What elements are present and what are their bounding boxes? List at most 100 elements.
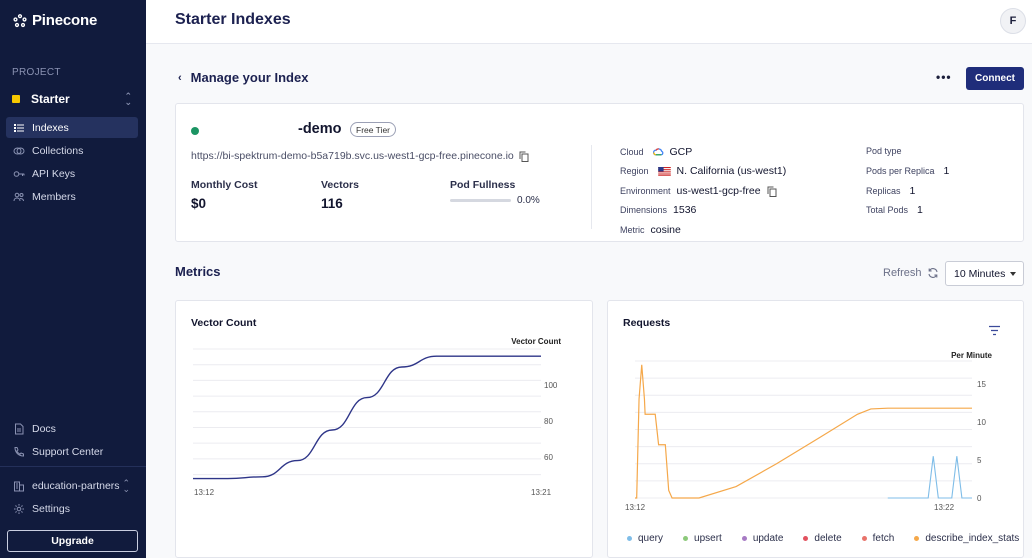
pinecone-logo-icon	[13, 13, 27, 27]
monthly-cost-label: Monthly Cost	[191, 179, 258, 191]
pods-per-replica-row: Pods per Replica 1	[866, 165, 949, 177]
vectors-value: 116	[321, 196, 343, 211]
replicas-row: Replicas 1	[866, 185, 915, 197]
sidebar-item-members[interactable]: Members	[6, 186, 138, 207]
legend-label: fetch	[872, 533, 895, 544]
more-options-button[interactable]: •••	[936, 70, 952, 84]
back-link[interactable]: ‹ Manage your Index	[178, 70, 308, 85]
dimensions-label: Dimensions	[620, 205, 668, 215]
avatar[interactable]: F	[1000, 8, 1026, 34]
key-icon	[13, 168, 25, 180]
sidebar-item-docs[interactable]: Docs	[6, 418, 138, 439]
vector-count-chart: 60 80 100 Vector Count 13:12 13:21	[192, 337, 561, 497]
sidebar-item-api-keys[interactable]: API Keys	[6, 163, 138, 184]
query-line	[887, 456, 972, 499]
org-selector[interactable]: education-partners ⌃ ⌄	[6, 475, 138, 496]
vector-count-line	[192, 355, 541, 480]
dimensions-row: Dimensions 1536	[620, 204, 696, 216]
copy-icon[interactable]	[767, 186, 777, 197]
pod-fullness-meter: 0.0%	[450, 195, 540, 206]
sidebar-item-indexes[interactable]: Indexes	[6, 117, 138, 138]
status-indicator	[191, 127, 199, 135]
legend-item-update[interactable]: update	[741, 533, 784, 544]
legend-item-delete[interactable]: delete	[803, 533, 842, 544]
replicas-value: 1	[909, 185, 916, 197]
vectors-label: Vectors	[321, 179, 359, 191]
y-axis-title: Per Minute	[951, 351, 992, 360]
sidebar-item-collections[interactable]: Collections	[6, 140, 138, 161]
pinecone-logo[interactable]: Pinecone	[13, 12, 97, 29]
pod-fullness-stat: Pod Fullness	[450, 179, 515, 191]
us-flag-icon	[657, 166, 671, 176]
section-title: Manage your Index	[190, 70, 309, 85]
page-title: Starter Indexes	[175, 11, 291, 28]
region-label: Region	[620, 166, 649, 176]
index-url-text[interactable]: https://bi-spektrum-demo-b5a719b.svc.us-…	[191, 150, 514, 162]
tier-badge: Free Tier	[350, 122, 397, 137]
cloud-value: GCP	[669, 146, 693, 158]
requests-card: Requests 0 5 10 15 Per Minute 13:12 13:22 quer…	[607, 300, 1024, 558]
filter-icon[interactable]	[988, 325, 1001, 336]
refresh-button[interactable]: Refresh	[883, 267, 939, 279]
collections-icon	[13, 145, 25, 157]
legend-swatch	[914, 536, 920, 541]
legend-swatch	[627, 536, 632, 541]
x-tick-label: 13:12	[625, 503, 646, 512]
x-tick-label: 13:21	[531, 488, 552, 497]
sidebar-item-support[interactable]: Support Center	[6, 441, 138, 462]
legend-item-query[interactable]: query	[627, 533, 663, 544]
sidebar-item-label: Settings	[32, 502, 70, 515]
index-name: -demo	[298, 121, 342, 137]
metric-row: Metric cosine	[620, 224, 681, 236]
metric-label: Metric	[620, 225, 645, 235]
chevron-updown-icon: ⌃ ⌄	[122, 477, 130, 494]
legend-swatch	[741, 536, 747, 541]
pod-fullness-value: 0.0%	[517, 195, 540, 206]
gcp-icon	[652, 147, 663, 155]
legend-item-upsert[interactable]: upsert	[683, 533, 722, 544]
vector-count-card: Vector Count 60 80 100 Vector Count 13:12 13:…	[175, 300, 593, 558]
legend-label: describe_index_stats	[925, 533, 1020, 544]
sidebar-item-label: Members	[32, 190, 76, 203]
sidebar: Pinecone PROJECT Starter ⌃ ⌄ Indexes Coll…	[0, 0, 146, 558]
replicas-label: Replicas	[866, 186, 901, 196]
project-selector[interactable]: Starter ⌃ ⌄	[12, 91, 132, 107]
pod-type-row: Pod type	[866, 146, 908, 156]
legend-item-fetch[interactable]: fetch	[861, 533, 895, 544]
total-pods-label: Total Pods	[866, 205, 909, 215]
time-range-select[interactable]: 10 Minutes	[945, 261, 1024, 286]
chevron-updown-icon: ⌃ ⌄	[124, 91, 132, 107]
upgrade-button[interactable]: Upgrade	[7, 530, 138, 552]
connect-button[interactable]: Connect	[966, 67, 1024, 90]
gear-icon	[13, 503, 25, 515]
sidebar-item-label: Indexes	[32, 121, 69, 134]
legend-label: update	[752, 533, 784, 544]
y-tick-label: 15	[977, 380, 986, 389]
pod-type-label: Pod type	[866, 146, 902, 156]
metric-value: cosine	[650, 224, 681, 236]
pod-fullness-bar	[450, 199, 511, 202]
environment-label: Environment	[620, 186, 671, 196]
monthly-cost-value: $0	[191, 196, 207, 211]
cloud-label: Cloud	[620, 147, 644, 157]
legend-swatch	[683, 536, 689, 541]
pods-per-replica-label: Pods per Replica	[866, 166, 935, 176]
sidebar-item-label: API Keys	[32, 167, 76, 180]
total-pods-value: 1	[917, 204, 923, 216]
requests-chart: 0 5 10 15 Per Minute 13:12 13:22	[625, 351, 993, 512]
sidebar-item-settings[interactable]: Settings	[6, 498, 138, 519]
sidebar-item-label: Collections	[32, 144, 84, 157]
cloud-row: Cloud GCP	[620, 146, 692, 158]
top-bar: Starter Indexes F	[146, 0, 1032, 44]
monthly-cost-stat: Monthly Cost $0	[191, 179, 258, 211]
legend-item-describe-index-stats[interactable]: describe_index_stats	[914, 533, 1019, 544]
sidebar-divider	[0, 466, 146, 467]
y-tick-label: 100	[544, 381, 558, 390]
y-tick-label: 5	[977, 456, 982, 465]
describe-index-stats-line	[635, 364, 972, 499]
pod-fullness-label: Pod Fullness	[450, 179, 516, 191]
list-icon	[13, 122, 25, 134]
copy-icon[interactable]	[519, 151, 529, 162]
environment-row: Environment us-west1-gcp-free	[620, 185, 777, 197]
sidebar-item-label: Support Center	[32, 445, 104, 458]
